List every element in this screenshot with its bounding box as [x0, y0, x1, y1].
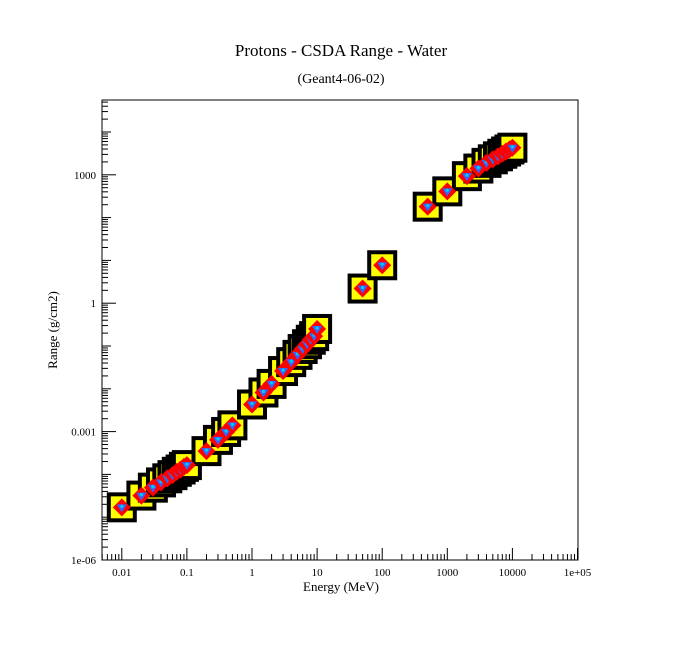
data-point-center: [185, 462, 189, 466]
data-point-triangle: [286, 359, 297, 368]
point-markers: [112, 138, 522, 517]
data-point-triangle: [357, 285, 368, 294]
x-tick-label: 0.01: [112, 567, 131, 579]
x-tick-label: 10000: [499, 567, 527, 579]
data-point-triangle: [147, 484, 158, 493]
chart-title: Protons - CSDA Range - Water: [235, 41, 448, 60]
y-tick-label: 1e-06: [71, 555, 97, 567]
data-point-triangle: [461, 173, 472, 182]
x-axis-label: Energy (MeV): [303, 579, 379, 594]
data-point-center: [261, 389, 266, 394]
data-point-center: [380, 262, 384, 266]
x-tick-label: 1: [249, 567, 255, 579]
data-point-center: [230, 422, 235, 426]
data-point-center: [510, 145, 514, 149]
data-point-triangle: [201, 448, 212, 457]
data-point-triangle: [227, 422, 238, 431]
y-axis-label: Range (g/cm2): [45, 291, 60, 369]
data-point-triangle: [278, 368, 289, 377]
x-tick-label: 1000: [436, 567, 459, 579]
data-point-triangle: [247, 401, 257, 410]
plot-frame: [101, 99, 579, 561]
y-tick-label: 1000: [74, 170, 97, 182]
data-points: [106, 132, 528, 523]
data-point-triangle: [442, 188, 453, 197]
x-tick-label: 1e+05: [564, 567, 592, 579]
data-point-center: [224, 429, 228, 433]
data-point-center: [361, 285, 365, 290]
x-tick-label: 100: [374, 567, 391, 579]
y-tick-label: 1: [91, 298, 97, 310]
x-tick-label: 10: [312, 567, 324, 579]
data-point-center: [151, 485, 155, 489]
data-point-center: [281, 368, 285, 372]
data-point-center: [139, 492, 143, 497]
data-point-triangle: [221, 428, 232, 437]
data-point-center: [426, 204, 430, 208]
data-point-center: [216, 437, 220, 441]
data-point-center: [289, 359, 293, 363]
data-point-triangle: [181, 462, 192, 471]
data-point-center: [465, 173, 469, 177]
data-point-triangle: [507, 144, 518, 153]
data-point-triangle: [422, 203, 433, 212]
data-point-triangle: [312, 325, 323, 334]
data-point-center: [204, 448, 209, 452]
x-tick-label: 0.1: [180, 567, 194, 579]
data-point-triangle: [212, 436, 223, 445]
data-point-triangle: [258, 389, 269, 398]
data-point-center: [269, 381, 274, 385]
y-tick-label: 0.001: [71, 427, 96, 439]
axes: 0.01 0.1 1 10 100 1000 10000 1e+05 1e-06 0.001 1 10…: [71, 101, 592, 579]
data-point-center: [250, 401, 254, 406]
data-point-center: [120, 504, 124, 508]
data-point-center: [445, 188, 449, 192]
data-point-triangle: [266, 380, 277, 389]
data-point-center: [476, 165, 480, 170]
data-point-triangle: [136, 492, 147, 501]
data-point-triangle: [116, 504, 127, 513]
data-point-triangle: [377, 262, 388, 271]
chart-subtitle: (Geant4-06-02): [297, 72, 384, 87]
data-point-center: [315, 326, 319, 330]
data-point-triangle: [473, 165, 484, 174]
